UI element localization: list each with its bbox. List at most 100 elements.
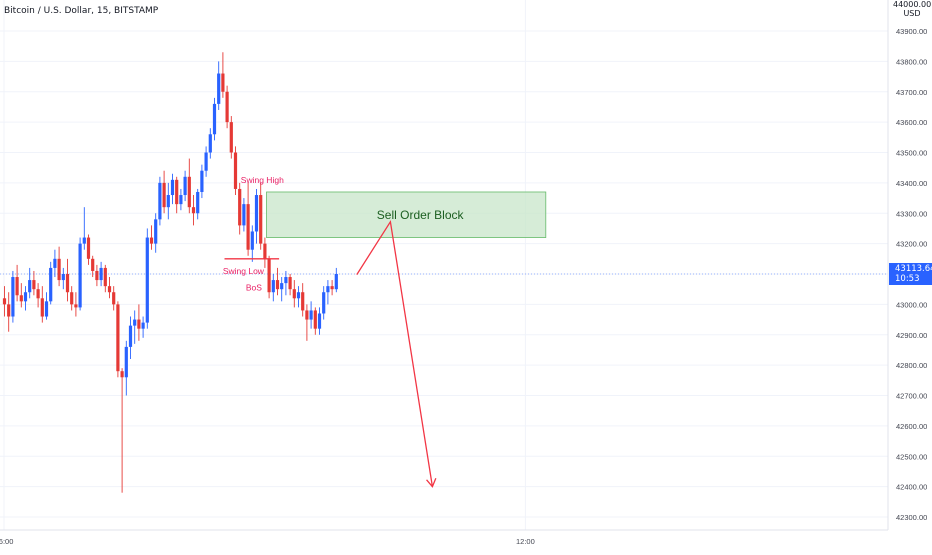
candle-body[interactable]: [162, 182, 166, 208]
candle-body[interactable]: [112, 292, 116, 305]
candle-body[interactable]: [267, 258, 271, 293]
candle-body[interactable]: [154, 219, 158, 244]
candle-body[interactable]: [271, 280, 275, 293]
candle-body[interactable]: [288, 277, 292, 290]
candle-body[interactable]: [2, 298, 7, 305]
candle-body[interactable]: [65, 274, 70, 293]
candle-body[interactable]: [145, 237, 149, 323]
current-price-badge: 43113.64 10:53: [889, 263, 932, 285]
candle-body[interactable]: [322, 292, 326, 314]
sell-order-block-label: Sell Order Block: [377, 208, 465, 222]
candle-body[interactable]: [166, 195, 170, 208]
candle-body[interactable]: [305, 310, 309, 320]
candle-body[interactable]: [70, 292, 74, 305]
y-tick-label: 42500.00: [896, 452, 927, 461]
candle-body[interactable]: [200, 170, 204, 192]
candle-body[interactable]: [11, 277, 15, 317]
y-tick-label: 43600.00: [896, 118, 927, 127]
candle-body[interactable]: [183, 176, 187, 196]
candle-body[interactable]: [95, 270, 99, 281]
candle-body[interactable]: [124, 346, 128, 378]
y-tick-label: 43500.00: [896, 149, 927, 158]
candle-body[interactable]: [301, 292, 305, 311]
candle-body[interactable]: [141, 322, 145, 329]
candle-body[interactable]: [334, 274, 338, 290]
candle-body[interactable]: [74, 304, 78, 308]
y-tick-label: 43900.00: [896, 27, 927, 36]
candle-body[interactable]: [128, 325, 133, 347]
current-price-value: 43113.64: [895, 264, 932, 274]
candle-body[interactable]: [120, 371, 124, 378]
candle-body[interactable]: [246, 204, 250, 250]
candle-body[interactable]: [196, 191, 200, 214]
candle-body[interactable]: [187, 176, 191, 208]
candle-body[interactable]: [36, 289, 40, 299]
x-tick-label: 06:00: [0, 537, 13, 546]
candle-body[interactable]: [242, 204, 246, 226]
candle-body[interactable]: [292, 289, 296, 299]
candle-body[interactable]: [19, 295, 23, 302]
candle-body[interactable]: [326, 286, 330, 293]
candle-body[interactable]: [28, 280, 32, 293]
candle-body[interactable]: [330, 286, 334, 290]
candle-body[interactable]: [137, 319, 141, 329]
candle-body[interactable]: [57, 258, 61, 281]
candle-body[interactable]: [221, 73, 225, 92]
candle-body[interactable]: [204, 152, 208, 171]
candle-body[interactable]: [254, 195, 259, 232]
projection-arrow[interactable]: [356, 219, 434, 487]
y-tick-label: 42300.00: [896, 513, 927, 522]
candle-body[interactable]: [82, 237, 86, 244]
candle-body[interactable]: [44, 301, 49, 317]
label-bos: BoS: [246, 283, 262, 293]
candle-body[interactable]: [212, 103, 217, 135]
candle-body[interactable]: [233, 152, 238, 189]
candle-body[interactable]: [53, 258, 57, 268]
candle-body[interactable]: [280, 283, 284, 290]
candle-body[interactable]: [107, 286, 112, 293]
candle-body[interactable]: [313, 310, 317, 329]
candle-body[interactable]: [78, 243, 82, 308]
candle-body[interactable]: [175, 179, 179, 205]
candle-body[interactable]: [7, 304, 11, 317]
candle-body[interactable]: [15, 277, 19, 296]
candle-body[interactable]: [238, 188, 242, 226]
candle-body[interactable]: [250, 231, 254, 250]
y-tick-label: 43700.00: [896, 88, 927, 97]
candle-body[interactable]: [86, 237, 91, 259]
candle-body[interactable]: [225, 91, 229, 123]
candle-body[interactable]: [103, 267, 107, 287]
candle-body[interactable]: [208, 134, 212, 153]
candle-body[interactable]: [317, 313, 322, 329]
price-axis-currency[interactable]: USD: [903, 9, 921, 18]
candle-body[interactable]: [259, 195, 263, 244]
candle-body[interactable]: [23, 292, 28, 302]
candle-body[interactable]: [133, 319, 137, 326]
sell-order-block-zone[interactable]: [266, 191, 547, 238]
y-tick-label: 43400.00: [896, 179, 927, 188]
y-tick-label: 42900.00: [896, 331, 927, 340]
candle-body[interactable]: [275, 280, 280, 290]
candle-body[interactable]: [170, 179, 175, 196]
candle-body[interactable]: [217, 73, 221, 104]
candle-body[interactable]: [99, 267, 103, 281]
candle-body[interactable]: [179, 195, 183, 205]
candle-body[interactable]: [191, 207, 196, 214]
candle-body[interactable]: [149, 237, 154, 244]
candle-body[interactable]: [158, 182, 162, 220]
candle-body[interactable]: [296, 292, 301, 299]
candle-body[interactable]: [49, 267, 53, 302]
candle-body[interactable]: [284, 277, 288, 284]
candle-body[interactable]: [116, 304, 120, 372]
candle-body[interactable]: [61, 274, 65, 281]
y-tick-label: 43000.00: [896, 300, 927, 309]
candle-body[interactable]: [40, 298, 44, 317]
candle-body[interactable]: [91, 258, 95, 271]
candle-body[interactable]: [263, 243, 267, 259]
candle-body[interactable]: [229, 122, 233, 153]
candle-body[interactable]: [309, 310, 313, 320]
candle-body[interactable]: [32, 280, 36, 290]
